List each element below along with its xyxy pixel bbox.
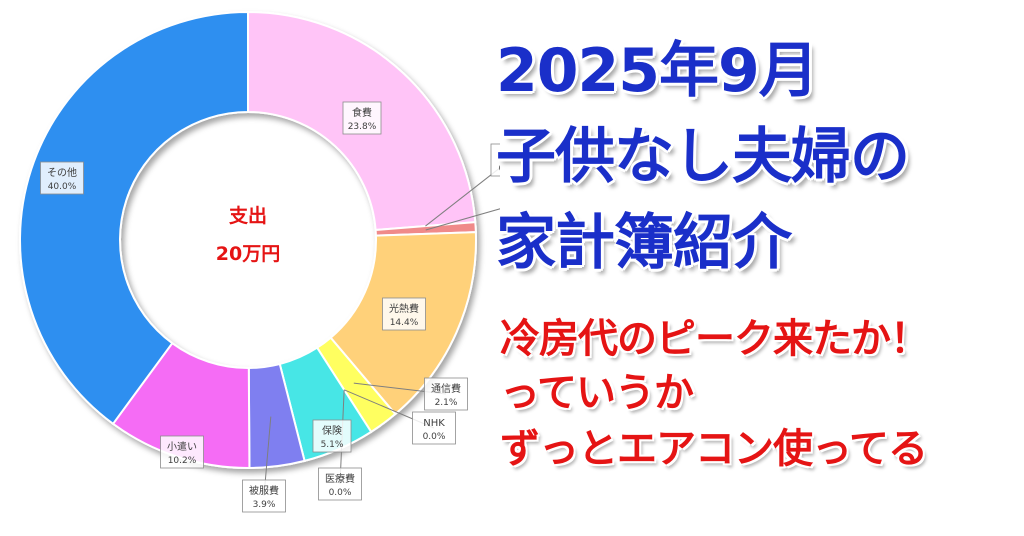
slice-label-value: 0.0%: [499, 164, 500, 174]
slice-label-value: 40.0%: [48, 182, 77, 192]
slice-label-name: 医療費: [325, 472, 355, 485]
slice-label: 医療費 0.0%: [318, 467, 362, 501]
slice-label-value: 0.0%: [423, 432, 446, 442]
slice-label-name: 通信費: [431, 382, 461, 395]
slice-label-box: [40, 161, 84, 195]
slice-label: その他 40.0%: [40, 161, 84, 195]
slice-label-value: 5.1%: [321, 440, 344, 450]
slice-label: 被服費 3.9%: [242, 479, 286, 513]
slice-label-name: 食費: [352, 106, 372, 119]
slice-label-name: 小遣い: [167, 440, 197, 453]
slice-label-value: 0.0%: [329, 488, 352, 498]
slice-label-box: [318, 467, 362, 501]
slice-label: 住宅0.0%: [490, 143, 500, 177]
slice-label-value: 10.2%: [168, 456, 197, 466]
subtitle-line-1: 冷房代のピーク来たか！: [500, 316, 930, 362]
slice-label-box: [382, 297, 426, 331]
slice-label-name: 保険: [322, 424, 342, 437]
slice-label-box: [490, 143, 500, 177]
slice-label-box: [242, 479, 286, 513]
slice-label-value: 23.8%: [348, 122, 377, 132]
slice-label-box: [424, 377, 468, 411]
slice-label: 通信費 2.1%: [424, 377, 468, 411]
slice-label-value: 14.4%: [390, 318, 419, 328]
donut-slices: [19, 10, 477, 470]
leader-line: [425, 208, 500, 231]
center-label: 支出: [228, 204, 267, 227]
slice-label: 光熱費 14.4%: [382, 297, 426, 331]
title-line-1: 2025年9月: [496, 36, 819, 106]
slice-label: NHK 0.0%: [412, 411, 456, 445]
slice-labels: 食費23.8%住宅0.0%日用品0.7%光熱費14.4%通信費2.1%NHK0.…: [40, 101, 500, 513]
slice-label: 小遣い 10.2%: [160, 435, 204, 469]
slice-label-box: [342, 101, 382, 135]
title-line-2: 子供なし夫婦の: [496, 122, 910, 192]
center-total: 20万円: [216, 243, 280, 265]
subtitle-line-3: ずっとエアコン使ってる: [500, 426, 928, 472]
donut-chart: 食費23.8%住宅0.0%日用品0.7%光熱費14.4%通信費2.1%NHK0.…: [19, 10, 500, 513]
slice-label-name: 光熱費: [389, 302, 419, 315]
slice-label-box: [160, 435, 204, 469]
slice-label: 食費 23.8%: [342, 101, 382, 135]
slice-label-box: [312, 419, 352, 453]
subtitle-line-2: っていうか: [500, 370, 694, 416]
donut-slice: [19, 10, 249, 426]
slice-label: 保険 5.1%: [312, 419, 352, 453]
slice-label-value: 3.9%: [253, 500, 276, 510]
title-line-3: 家計簿紹介: [496, 208, 792, 278]
slice-label-box: [412, 411, 456, 445]
slice-label-name: NHK: [423, 418, 445, 429]
slice-label-name: その他: [47, 166, 77, 179]
slice-label-name: 被服費: [249, 484, 279, 497]
slice-label-value: 2.1%: [435, 398, 458, 408]
